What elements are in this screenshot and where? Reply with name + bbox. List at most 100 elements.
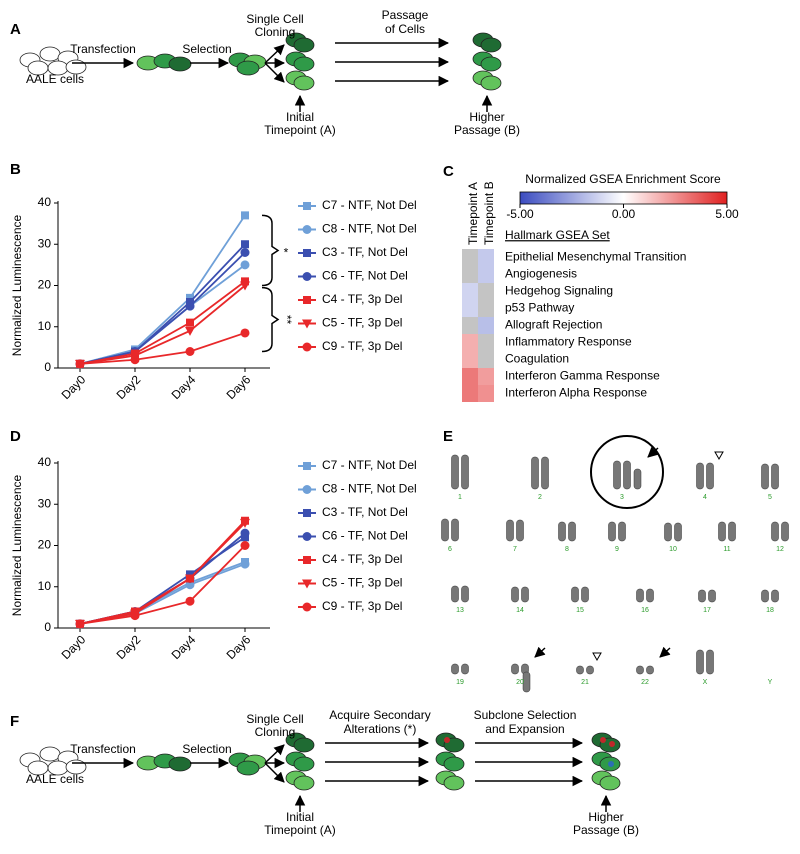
colorbar-tick-label: -5.00	[506, 207, 534, 221]
series-line	[79, 280, 246, 365]
alteration	[609, 741, 615, 747]
chromosome-label: 2	[538, 494, 542, 501]
chromosome	[451, 454, 459, 490]
data-point	[75, 359, 85, 369]
chromosome	[571, 586, 579, 603]
heatmap-cell	[462, 334, 478, 351]
cell	[599, 775, 621, 791]
cell	[480, 75, 502, 91]
arrow	[647, 446, 659, 458]
label: Higher	[588, 810, 623, 824]
row-label: Interferon Alpha Response	[505, 386, 647, 400]
arrow	[264, 762, 285, 783]
label: Initial	[286, 110, 314, 124]
chromosome	[698, 589, 706, 603]
chromosome-label: 19	[456, 679, 464, 686]
heatmap-cell	[462, 351, 478, 368]
heatmap-cell	[462, 300, 478, 317]
row-label: Epithelial Mesenchymal Transition	[505, 250, 686, 264]
cell	[293, 737, 315, 753]
cell	[293, 56, 315, 72]
chromosome	[636, 665, 644, 675]
chromosome	[576, 665, 584, 675]
y-tick-label: 40	[38, 195, 52, 209]
chromosome-label: 15	[576, 607, 584, 614]
chromosome	[646, 588, 654, 603]
chromosome	[706, 649, 714, 675]
panel-label: A	[10, 21, 21, 38]
legend-label: C6 - TF, Not Del	[322, 529, 408, 543]
cell	[236, 60, 260, 76]
arrow	[534, 646, 546, 658]
label: Higher	[469, 110, 504, 124]
heatmap-cell	[478, 351, 494, 368]
chromosome-label: 17	[703, 607, 711, 614]
chromosome	[511, 586, 519, 603]
legend-marker	[302, 225, 312, 234]
deletion-mark	[592, 652, 602, 662]
chromosome	[441, 518, 449, 542]
label: AALE cells	[26, 772, 84, 786]
chromosome	[451, 585, 459, 603]
legend-marker	[303, 296, 311, 304]
chromosome	[771, 589, 779, 603]
heatmap-cell	[462, 249, 478, 266]
legend-marker	[302, 342, 312, 352]
y-tick-label: 10	[38, 579, 52, 593]
x-tick-label: Day2	[114, 632, 144, 662]
cell	[236, 760, 260, 776]
data-point	[130, 355, 140, 365]
chromosome-label: 12	[776, 546, 784, 553]
heatmap-cell	[462, 368, 478, 385]
heatmap-cell	[478, 317, 494, 334]
x-tick-label: Day0	[59, 632, 89, 662]
legend-label: C6 - TF, Not Del	[322, 269, 408, 283]
chromosome	[461, 454, 469, 490]
label: Cloning	[255, 725, 296, 739]
chromosome	[696, 649, 704, 675]
legend-label: C5 - TF, 3p Del	[322, 576, 402, 590]
y-tick-label: 0	[44, 360, 51, 374]
legend-marker	[303, 556, 311, 564]
data-point	[240, 541, 250, 550]
heatmap-cell	[462, 317, 478, 334]
chromosome	[521, 586, 529, 603]
label: Subclone Selection	[474, 708, 577, 722]
arrow	[264, 44, 285, 64]
series-line	[79, 522, 246, 625]
legend-marker	[302, 272, 312, 281]
panel-label: B	[10, 161, 21, 178]
y-tick-label: 40	[38, 455, 52, 469]
y-tick-label: 30	[38, 236, 52, 250]
label: Selection	[182, 742, 231, 756]
chromosome-label: Y	[768, 679, 773, 686]
label: Timepoint (A)	[264, 823, 336, 837]
legend-label: C8 - NTF, Not Del	[322, 222, 417, 236]
chromosome	[718, 521, 726, 542]
cell	[443, 756, 465, 772]
legend-label: C3 - TF, Not Del	[322, 505, 408, 519]
y-tick-label: 30	[38, 496, 52, 510]
panel-label: F	[10, 713, 19, 730]
chromosome-label: 10	[669, 546, 677, 553]
chromosome	[461, 663, 469, 675]
label: Passage	[382, 8, 429, 22]
series-line	[79, 536, 246, 625]
chromosome	[581, 586, 589, 603]
cell	[293, 775, 315, 791]
chromosome	[586, 665, 594, 675]
chromosome-label: 14	[516, 607, 524, 614]
legend-marker	[302, 602, 312, 612]
heatmap-cell	[462, 385, 478, 402]
chromosome	[761, 463, 769, 490]
row-label: Hedgehog Signaling	[505, 284, 613, 298]
colorbar-tick-label: 0.00	[612, 207, 636, 221]
data-point	[240, 248, 250, 257]
chromosome-label: 18	[766, 607, 774, 614]
chromosome-label: 5	[768, 494, 772, 501]
chromosome	[558, 521, 566, 542]
chromosome	[696, 462, 704, 490]
alteration	[444, 737, 450, 743]
chromosome	[608, 521, 616, 542]
legend-label: C9 - TF, 3p Del	[322, 339, 402, 353]
